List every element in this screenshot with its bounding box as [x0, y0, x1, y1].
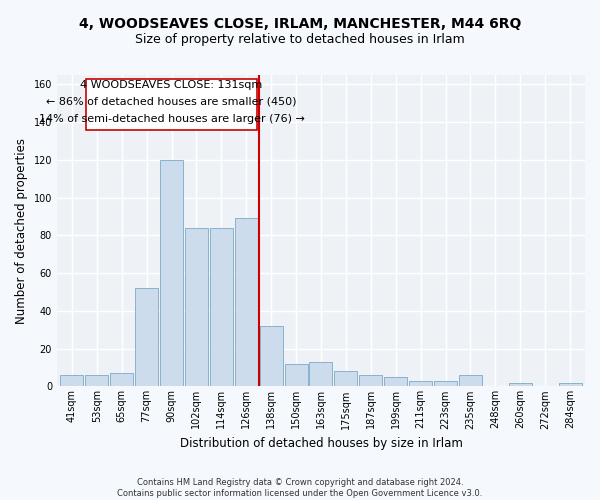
- Bar: [434, 380, 457, 386]
- Bar: [359, 375, 382, 386]
- Bar: [334, 372, 358, 386]
- Bar: [110, 373, 133, 386]
- Bar: [260, 326, 283, 386]
- Bar: [509, 382, 532, 386]
- Text: 14% of semi-detached houses are larger (76) →: 14% of semi-detached houses are larger (…: [38, 114, 304, 124]
- Bar: [284, 364, 308, 386]
- Bar: [61, 375, 83, 386]
- Bar: [459, 375, 482, 386]
- Bar: [135, 288, 158, 386]
- Y-axis label: Number of detached properties: Number of detached properties: [15, 138, 28, 324]
- Text: Size of property relative to detached houses in Irlam: Size of property relative to detached ho…: [135, 32, 465, 46]
- Bar: [185, 228, 208, 386]
- Text: ← 86% of detached houses are smaller (450): ← 86% of detached houses are smaller (45…: [46, 96, 297, 106]
- Bar: [160, 160, 183, 386]
- Bar: [235, 218, 257, 386]
- Bar: [85, 375, 108, 386]
- Bar: [210, 228, 233, 386]
- FancyBboxPatch shape: [86, 79, 257, 130]
- Text: 4, WOODSEAVES CLOSE, IRLAM, MANCHESTER, M44 6RQ: 4, WOODSEAVES CLOSE, IRLAM, MANCHESTER, …: [79, 18, 521, 32]
- X-axis label: Distribution of detached houses by size in Irlam: Distribution of detached houses by size …: [179, 437, 463, 450]
- Text: 4 WOODSEAVES CLOSE: 131sqm: 4 WOODSEAVES CLOSE: 131sqm: [80, 80, 263, 90]
- Bar: [310, 362, 332, 386]
- Bar: [384, 377, 407, 386]
- Text: Contains HM Land Registry data © Crown copyright and database right 2024.
Contai: Contains HM Land Registry data © Crown c…: [118, 478, 482, 498]
- Bar: [559, 382, 581, 386]
- Bar: [409, 380, 432, 386]
